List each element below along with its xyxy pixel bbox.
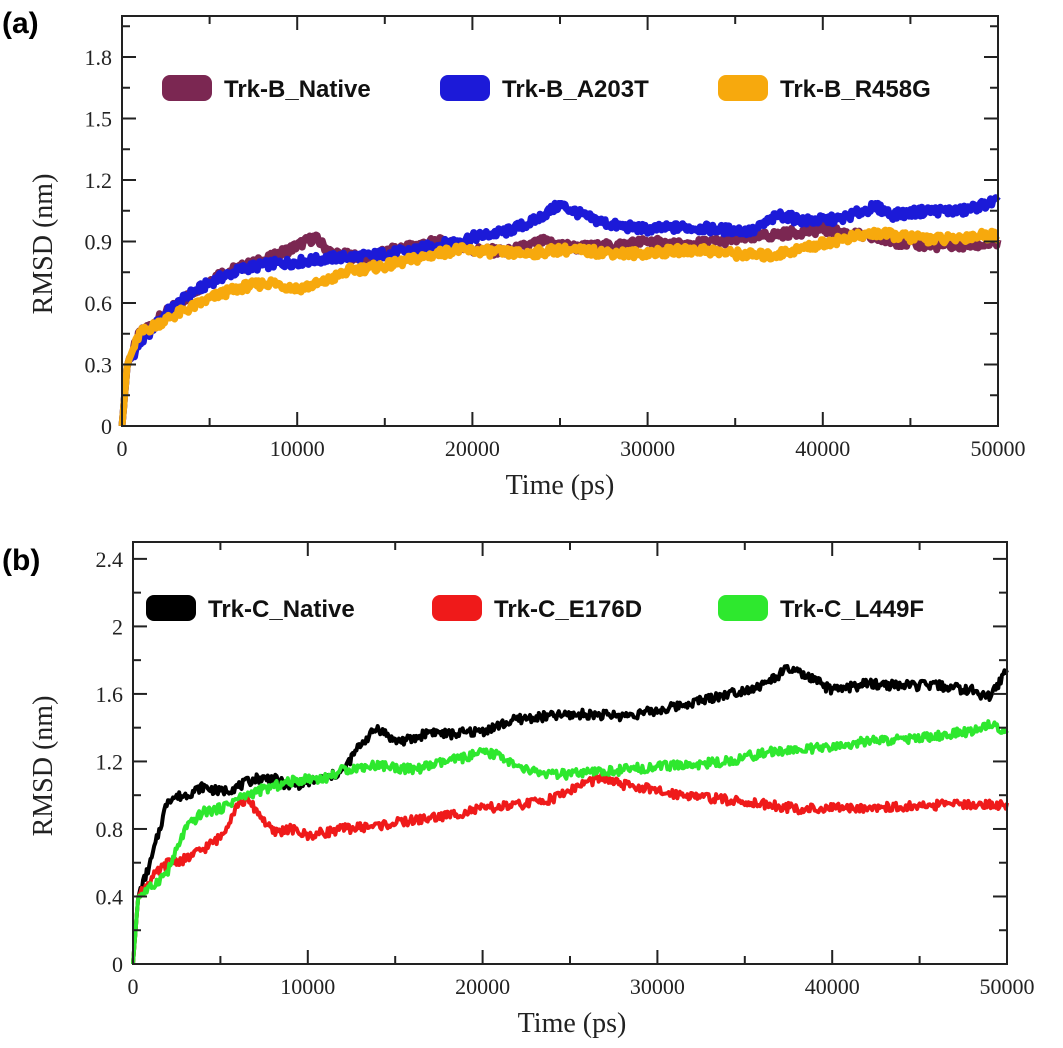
panel-a-y-axis-title: RMSD (nm) — [28, 174, 59, 315]
panel-b-legend-swatch-3 — [718, 595, 768, 621]
panel-b-legend-swatch-1 — [146, 595, 196, 621]
panel-a-y-tick-label: 1.5 — [85, 107, 113, 132]
panel-a-y-tick-label: 1.2 — [85, 168, 113, 193]
panel-b-series-line-1 — [131, 664, 1009, 965]
panel-a-y-tick-label: 0 — [101, 414, 112, 439]
panel-a-legend-label-1: Trk-B_Native — [224, 76, 371, 103]
panel-b-legend-label-2: Trk-C_E176D — [494, 596, 642, 623]
panel-b-x-tick-label: 40000 — [805, 974, 860, 999]
panel-a-series-line-3 — [118, 226, 1001, 427]
panel-a-x-tick-label: 40000 — [795, 436, 850, 461]
panel-a-x-tick-label: 50000 — [971, 436, 1026, 461]
panel-b-y-tick-label: 1.2 — [96, 749, 124, 774]
panel-b-x-tick-label: 10000 — [280, 974, 335, 999]
panel-a-legend-swatch-2 — [440, 75, 490, 101]
panel-b-legend-swatch-2 — [432, 595, 482, 621]
panel-a: (a) RMSD (nm) Time (ps) 0 10000 20000 30000… — [2, 7, 1026, 501]
panel-b: (b) RMSD (nm) Time (ps) 0 10000 20000 30000… — [2, 541, 1035, 1039]
panel-a-legend-label-2: Trk-B_A203T — [502, 76, 649, 103]
panel-a-x-tick-label: 10000 — [270, 436, 325, 461]
panel-b-legend-label-1: Trk-C_Native — [208, 596, 355, 623]
panel-a-label: (a) — [2, 7, 39, 40]
panel-a-legend-label-3: Trk-B_R458G — [780, 76, 931, 103]
panel-b-series-line-3 — [131, 719, 1009, 965]
panel-b-y-tick-label: 0.8 — [96, 817, 124, 842]
panel-b-y-axis-title: RMSD (nm) — [28, 696, 59, 837]
panel-b-y-tick-label: 1.6 — [96, 682, 124, 707]
panel-b-y-tick-label: 0.4 — [96, 884, 124, 909]
panel-a-x-tick-label: 20000 — [445, 436, 500, 461]
panel-b-x-tick-label: 30000 — [630, 974, 685, 999]
panel-a-series-line-2 — [118, 194, 1001, 427]
panel-b-x-tick-label: 0 — [128, 974, 139, 999]
panel-a-y-tick-label: 0.3 — [85, 353, 113, 378]
panel-a-legend-swatch-1 — [162, 75, 212, 101]
panel-b-x-tick-label: 20000 — [455, 974, 510, 999]
panel-b-y-tick-label: 2.4 — [96, 547, 124, 572]
panel-b-y-tick-label: 0 — [112, 952, 123, 977]
panel-a-x-tick-label: 30000 — [620, 436, 675, 461]
panel-a-x-axis-title: Time (ps) — [506, 470, 615, 501]
panel-b-label: (b) — [2, 544, 40, 577]
panel-b-x-tick-label: 50000 — [980, 974, 1035, 999]
panel-a-y-tick-label: 0.9 — [85, 230, 113, 255]
panel-a-y-tick-label: 1.8 — [85, 45, 113, 70]
panel-b-y-tick-label: 2 — [112, 614, 123, 639]
panel-b-legend-label-3: Trk-C_L449F — [780, 596, 924, 623]
panel-a-legend-swatch-3 — [718, 75, 768, 101]
panel-a-x-tick-label: 0 — [117, 436, 128, 461]
panel-b-series-line-2 — [131, 772, 1009, 965]
panel-b-x-axis-title: Time (ps) — [518, 1008, 627, 1039]
panel-a-y-tick-label: 0.6 — [85, 291, 113, 316]
